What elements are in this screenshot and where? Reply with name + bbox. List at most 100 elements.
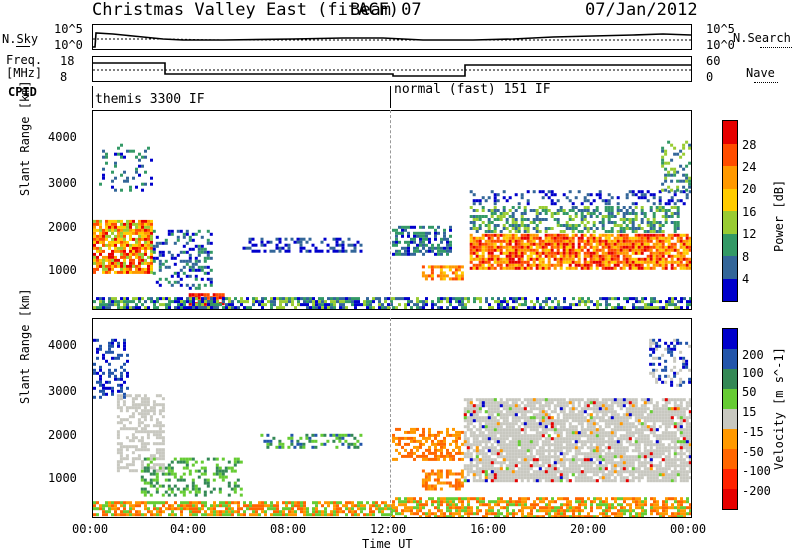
heatmap-cell <box>177 504 180 508</box>
heatmap-cell <box>419 503 422 507</box>
heatmap-cell <box>487 196 491 200</box>
heatmap-cell <box>650 506 653 510</box>
heatmap-cell <box>604 215 608 218</box>
heatmap-cell <box>547 461 551 465</box>
heatmap-cell <box>613 248 617 252</box>
heatmap-cell <box>641 306 644 309</box>
heatmap-cell <box>270 297 273 301</box>
heatmap-cell <box>225 513 228 517</box>
heatmap-cell <box>545 512 548 516</box>
heatmap-cell <box>324 300 327 304</box>
heatmap-cell <box>108 222 111 226</box>
freq-label-1: Freq. <box>6 53 43 67</box>
heatmap-cell <box>125 454 129 458</box>
heatmap-cell <box>147 243 150 247</box>
heatmap-cell <box>197 250 201 254</box>
heatmap-cell <box>234 501 237 505</box>
heatmap-cell <box>523 455 527 459</box>
heatmap-cell <box>520 440 524 444</box>
heatmap-cell <box>571 254 575 258</box>
heatmap-cell <box>186 504 189 508</box>
heatmap-cell <box>341 243 345 247</box>
heatmap-cell <box>428 457 431 461</box>
heatmap-cell <box>553 233 557 237</box>
heatmap-cell <box>472 476 476 480</box>
heatmap-cell <box>583 224 587 227</box>
heatmap-cell <box>547 440 551 444</box>
heatmap-cell <box>637 263 641 267</box>
heatmap-cell <box>499 263 503 267</box>
heatmap-cell <box>676 206 680 209</box>
heatmap-cell <box>338 433 342 437</box>
heatmap-cell <box>439 481 443 485</box>
heatmap-cell <box>580 263 584 267</box>
heatmap-cell <box>156 501 159 505</box>
heatmap-cell <box>523 461 527 465</box>
heatmap-cell <box>96 255 99 259</box>
heatmap-cell <box>511 479 515 483</box>
heatmap-cell <box>505 413 509 417</box>
heatmap-cell <box>105 350 108 354</box>
heatmap-cell <box>460 481 464 485</box>
heatmap-cell <box>185 232 189 236</box>
heatmap-cell <box>461 500 464 504</box>
heatmap-cell <box>631 263 635 267</box>
heatmap-cell <box>497 509 500 513</box>
heatmap-cell <box>490 190 494 194</box>
heatmap-cell <box>342 306 345 309</box>
heatmap-cell <box>614 497 617 501</box>
heatmap-cell <box>395 240 398 244</box>
heatmap-cell <box>146 397 150 401</box>
heatmap-cell <box>152 433 156 437</box>
heatmap-cell <box>616 245 620 249</box>
heatmap-cell <box>487 398 491 402</box>
heatmap-cell <box>455 445 458 449</box>
heatmap-cell <box>661 239 665 243</box>
heatmap-cell <box>335 243 339 247</box>
heatmap-cell <box>269 442 273 446</box>
heatmap-cell <box>120 386 123 390</box>
heatmap-cell <box>475 227 479 230</box>
heatmap-cell <box>631 239 635 243</box>
heatmap-cell <box>315 513 318 517</box>
heatmap-cell <box>485 509 488 513</box>
heatmap-cell <box>219 504 222 508</box>
heatmap-cell <box>191 238 195 242</box>
heatmap-cell <box>224 466 228 470</box>
heatmap-cell <box>574 251 578 255</box>
heatmap-cell <box>395 512 398 516</box>
heatmap-cell <box>526 434 530 438</box>
heatmap-cell <box>628 227 632 230</box>
heatmap-cell <box>359 442 363 446</box>
heatmap-cell <box>261 300 264 304</box>
heatmap-cell <box>144 261 147 265</box>
heatmap-cell <box>505 398 509 402</box>
heatmap-cell <box>661 248 665 252</box>
heatmap-cell <box>96 228 99 232</box>
heatmap-cell <box>270 501 273 505</box>
heatmap-cell <box>150 176 153 180</box>
heatmap-cell <box>526 227 530 230</box>
colorbar-swatch <box>723 233 737 256</box>
heatmap-cell <box>119 460 123 464</box>
heatmap-cell <box>517 476 521 480</box>
cpid-divider-start <box>92 86 93 108</box>
heatmap-cell <box>357 513 360 517</box>
heatmap-cell <box>547 401 551 405</box>
heatmap-cell <box>116 421 120 425</box>
heatmap-cell <box>496 461 500 465</box>
heatmap-cell <box>670 212 674 215</box>
heatmap-cell <box>395 228 398 232</box>
heatmap-cell <box>221 302 225 306</box>
heatmap-cell <box>515 297 518 301</box>
heatmap-cell <box>632 500 635 504</box>
heatmap-cell <box>461 497 464 501</box>
heatmap-cell <box>601 215 605 218</box>
heatmap-cell <box>228 504 231 508</box>
heatmap-cell <box>577 260 581 264</box>
heatmap-cell <box>488 500 491 504</box>
heatmap-cell <box>381 306 384 309</box>
heatmap-cell <box>404 225 407 229</box>
heatmap-cell <box>93 240 96 244</box>
heatmap-cell <box>99 380 102 384</box>
